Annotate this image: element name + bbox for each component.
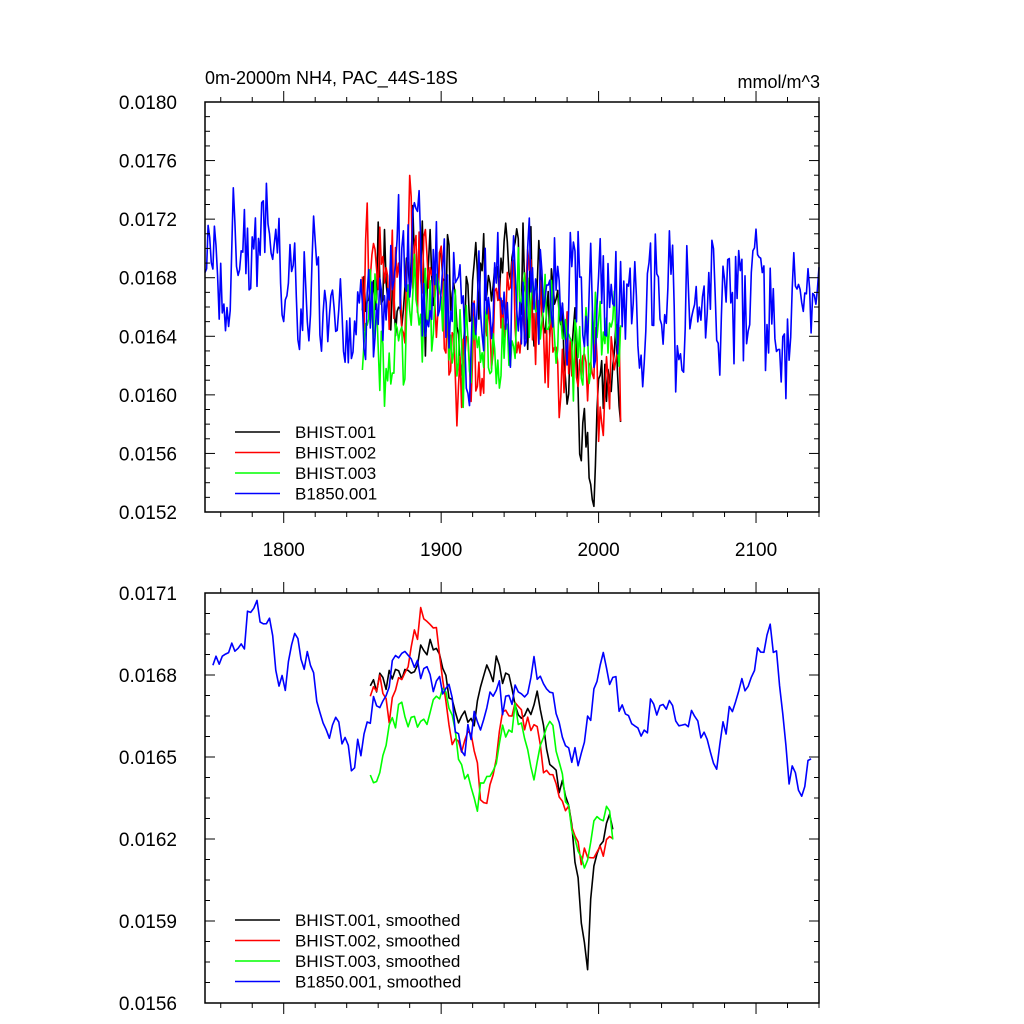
- legend-label: B1850.001, smoothed: [295, 973, 461, 992]
- y-tick-label: 0.0162: [119, 830, 177, 851]
- bottom-legend: BHIST.001, smoothed BHIST.002, smoothedBH…: [235, 911, 461, 992]
- series-line-2: [369, 687, 614, 869]
- y-tick-label: 0.0159: [119, 912, 177, 933]
- top-ticks-layer: 0.0152 0.0156 0.0160 0.0164 0.0168 0.0172 0.01…: [119, 91, 820, 561]
- bottom-ticks-layer: 0.0156 0.0159 0.0162 0.0165 0.0168 0.0171: [119, 582, 820, 1015]
- x-tick-label: 1900: [420, 540, 462, 561]
- series-line-1: [369, 606, 614, 866]
- y-tick-label: 0.0164: [119, 327, 178, 348]
- legend-label: BHIST.003, smoothed: [295, 952, 460, 971]
- y-tick-label: 0.0180: [119, 93, 177, 114]
- y-tick-label: 0.0171: [119, 584, 177, 605]
- top-panel: 0m-2000m NH4, PAC_44S-18S mmol/m^3 0.015…: [119, 68, 820, 561]
- y-tick-label: 0.0156: [119, 444, 177, 465]
- y-tick-label: 0.0156: [119, 994, 177, 1015]
- legend-label: BHIST.002: [295, 444, 376, 463]
- y-tick-label: 0.0165: [119, 748, 177, 769]
- y-tick-label: 0.0152: [119, 503, 177, 524]
- y-tick-label: 0.0168: [119, 269, 177, 290]
- x-tick-label: 1800: [263, 540, 305, 561]
- top-series-layer: [204, 174, 820, 508]
- units-label: mmol/m^3: [738, 72, 820, 92]
- x-tick-label: 2000: [577, 540, 619, 561]
- legend-label: BHIST.001, smoothed: [295, 911, 460, 930]
- x-tick-label: 2100: [735, 540, 777, 561]
- series-line-2: [361, 246, 622, 409]
- y-tick-label: 0.0160: [119, 386, 177, 407]
- y-tick-label: 0.0176: [119, 152, 177, 173]
- series-line-3: [212, 599, 812, 797]
- legend-label: BHIST.003: [295, 464, 376, 483]
- series-line-3: [204, 182, 820, 407]
- y-tick-label: 0.0168: [119, 666, 177, 687]
- chart-title: 0m-2000m NH4, PAC_44S-18S: [205, 68, 458, 89]
- bottom-panel: 0.0156 0.0159 0.0162 0.0165 0.0168 0.0171 BHI…: [119, 582, 820, 1015]
- y-tick-label: 0.0172: [119, 210, 177, 231]
- legend-label: B1850.001: [295, 485, 377, 504]
- bottom-series-layer: [212, 599, 812, 971]
- legend-label: BHIST.001: [295, 423, 376, 442]
- legend-label: BHIST.002, smoothed: [295, 932, 460, 951]
